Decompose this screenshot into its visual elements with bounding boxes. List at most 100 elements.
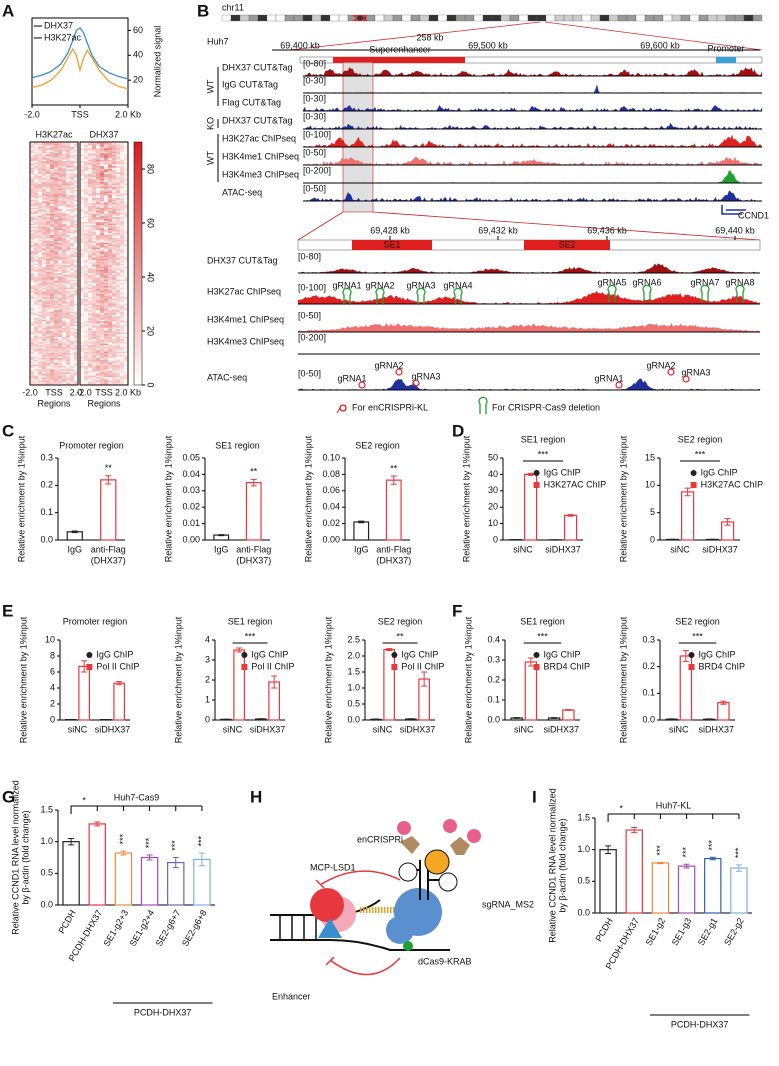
heatmap-cell — [104, 142, 108, 144]
heatmap-cell — [116, 202, 120, 205]
heatmap-cell — [38, 257, 42, 259]
heatmap-cell — [96, 351, 100, 354]
y-tick-label: 20 — [133, 75, 143, 85]
heatmap-cell — [38, 358, 42, 360]
heatmap-cell — [50, 142, 54, 144]
heatmap-cell — [70, 222, 74, 224]
heatmap-cell — [120, 206, 124, 208]
y-tick-label: 10 — [488, 518, 498, 528]
significance: ** — [105, 463, 113, 473]
region-strip — [299, 56, 763, 64]
heatmap-cell — [62, 345, 66, 347]
heatmap-cell — [74, 241, 78, 243]
heatmap-cell — [34, 321, 38, 323]
heatmap-cell — [66, 370, 70, 373]
ideogram-band — [464, 14, 475, 22]
heatmap-cell — [66, 311, 70, 314]
heatmap-cell — [120, 167, 124, 170]
heatmap-cell — [58, 354, 62, 357]
heatmap-cell — [42, 214, 46, 216]
heatmap-cell — [100, 383, 104, 386]
y-tick-label: 0.02 — [182, 502, 200, 512]
heatmap-cell — [30, 182, 34, 184]
heatmap-cell — [38, 169, 42, 171]
heatmap-cell — [62, 236, 66, 238]
heatmap-cell — [124, 258, 128, 261]
heatmap-cell — [124, 154, 128, 157]
heatmap-cell — [100, 178, 104, 181]
heatmap-cell — [46, 201, 50, 203]
heatmap-cell — [84, 286, 88, 288]
signal-track — [302, 104, 763, 112]
heatmap-cell — [66, 358, 70, 360]
heatmap-cell — [30, 383, 34, 386]
heatmap-cell — [96, 162, 100, 165]
heatmap-cell — [34, 252, 38, 254]
heatmap-cell — [84, 169, 88, 171]
heatmap-cell — [74, 274, 78, 277]
heatmap-cell — [70, 308, 74, 310]
heatmap-cell — [38, 180, 42, 182]
heatmap-cell — [88, 348, 92, 350]
heatmap-cell — [124, 206, 128, 208]
heatmap-cell — [42, 161, 46, 163]
heatmap-cell — [38, 303, 42, 306]
heatmap-cell — [50, 249, 54, 251]
heatmap-cell — [38, 223, 42, 226]
y-tick-label: 0.3 — [487, 654, 500, 664]
heatmap-cell — [104, 294, 108, 296]
heatmap-cell — [100, 306, 104, 309]
heatmap-cell — [50, 263, 54, 266]
heatmap-cell — [50, 185, 54, 187]
ideogram-band — [707, 14, 718, 22]
ideogram-band — [509, 14, 520, 22]
grna-icon — [615, 381, 623, 389]
heatmap-cell — [50, 324, 54, 326]
line-series — [31, 27, 129, 80]
heatmap-cell — [92, 292, 96, 294]
heatmap-cell — [112, 270, 116, 272]
zoom-coordinate: 69,436 kb — [587, 225, 627, 235]
heatmap-cell — [70, 217, 74, 219]
heatmap-cell — [50, 332, 54, 334]
bar — [113, 682, 126, 721]
heatmap-cell — [58, 175, 62, 178]
heatmap-cell — [30, 356, 34, 358]
heatmap-cell — [62, 310, 66, 312]
heatmap-cell — [112, 241, 116, 243]
track-group: WT — [205, 79, 215, 93]
heatmap-cell — [70, 169, 74, 171]
heatmap-cell — [54, 338, 58, 341]
heatmap-cell — [38, 337, 42, 339]
heatmap-cell — [112, 348, 116, 350]
panel-label: I — [532, 787, 537, 806]
heatmap-cell — [74, 342, 78, 344]
heatmap-cell — [80, 174, 84, 176]
heatmap-cell — [34, 167, 38, 170]
track-name: H3K27ac ChIPseq — [207, 286, 281, 296]
heatmap-cell — [92, 324, 96, 326]
heatmap-cell — [62, 214, 66, 216]
x-tick-label: -2.0 — [24, 109, 40, 119]
y-tick-label: 1.0 — [577, 844, 590, 854]
heatmap-cell — [80, 228, 84, 230]
heatmap-cell — [34, 348, 38, 350]
heatmap-cell — [120, 346, 124, 349]
heatmap-cell — [62, 212, 66, 214]
heatmap-cell — [92, 215, 96, 218]
heatmap-cell — [100, 367, 104, 370]
heatmap-cell — [54, 374, 58, 376]
heatmap-cell — [96, 374, 100, 376]
heatmap-cell — [70, 311, 74, 314]
x-tick-label: siDHX37 — [95, 724, 131, 734]
heatmap-cell — [84, 215, 88, 218]
heatmap-cell — [120, 222, 124, 224]
heatmap-cell — [116, 218, 120, 221]
heatmap-cell — [38, 294, 42, 296]
heatmap-cell — [30, 351, 34, 354]
heatmap-cell — [42, 228, 46, 230]
heatmap-cell — [42, 252, 46, 254]
heatmap-cell — [50, 370, 54, 373]
heatmap-cell — [88, 332, 92, 334]
heatmap-cell — [30, 164, 34, 166]
